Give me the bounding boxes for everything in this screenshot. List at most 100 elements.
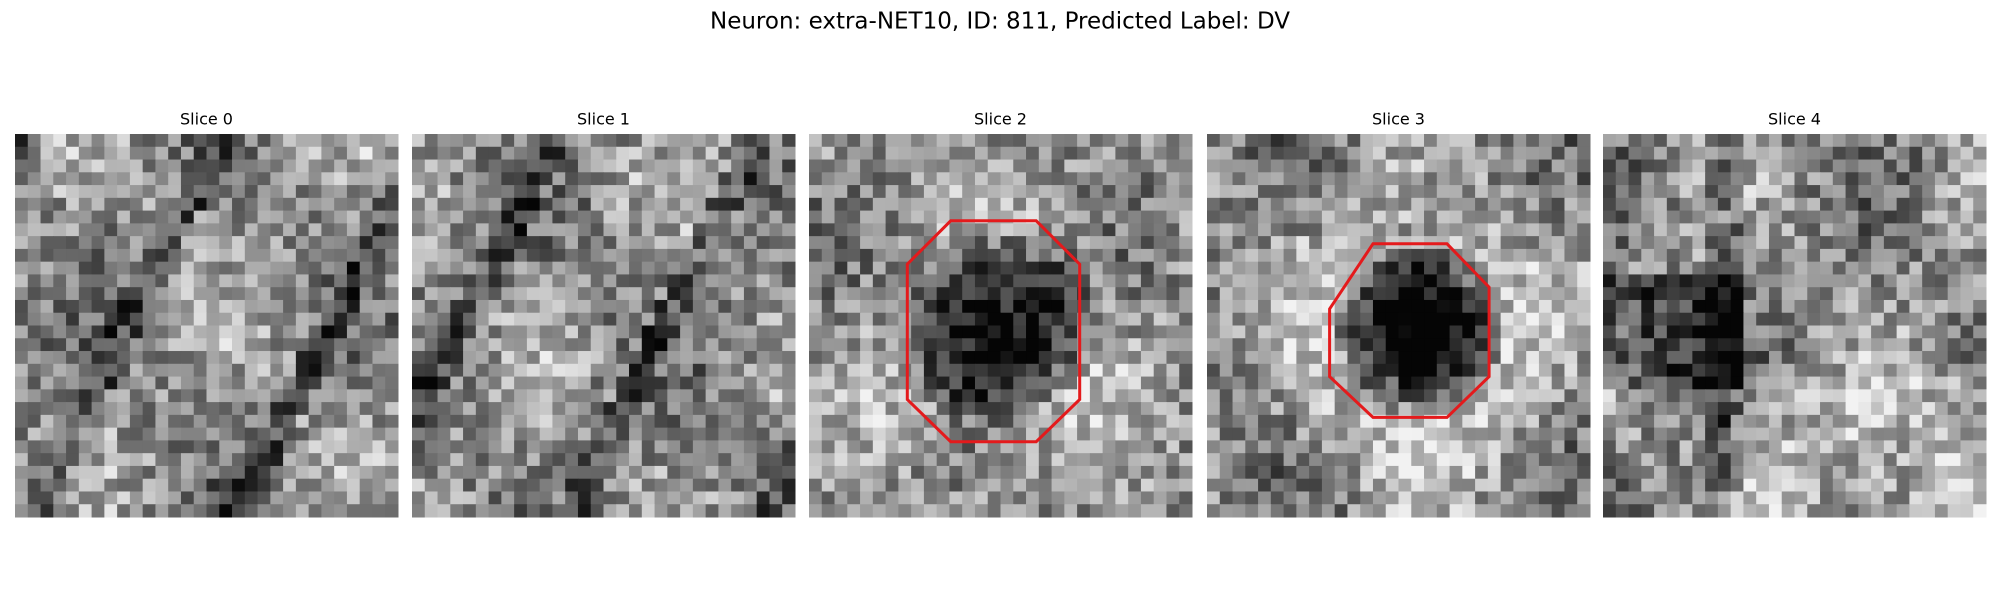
pixel xyxy=(1934,159,1949,173)
pixel xyxy=(1360,197,1374,212)
pixel xyxy=(321,389,335,403)
pixel xyxy=(769,363,783,378)
pixel xyxy=(1077,440,1091,454)
pixel xyxy=(1883,261,1898,275)
pixel xyxy=(629,146,643,161)
pixel xyxy=(1026,478,1040,492)
pixel xyxy=(718,351,732,365)
pixel xyxy=(1909,363,1923,378)
pixel xyxy=(821,197,836,212)
pixel xyxy=(1115,363,1129,378)
pixel xyxy=(1858,402,1872,416)
pixel xyxy=(1128,287,1142,301)
pixel xyxy=(66,210,80,224)
pixel xyxy=(1334,185,1348,199)
pixel xyxy=(1347,248,1361,263)
pixel xyxy=(117,440,131,454)
pixel xyxy=(847,427,861,441)
pixel xyxy=(1781,261,1795,275)
pixel xyxy=(1462,376,1476,390)
pixel xyxy=(104,261,118,275)
pixel xyxy=(155,172,169,186)
pixel xyxy=(1102,274,1116,288)
pixel xyxy=(1102,261,1116,275)
pixel xyxy=(821,185,836,199)
pixel xyxy=(847,134,861,148)
pixel xyxy=(1219,351,1234,365)
pixel xyxy=(1922,376,1936,390)
pixel xyxy=(488,261,502,275)
pixel xyxy=(1666,210,1681,224)
pixel xyxy=(1768,146,1783,161)
pixel xyxy=(821,376,836,390)
pixel xyxy=(321,299,335,314)
pixel xyxy=(705,504,719,518)
pixel xyxy=(1026,146,1040,161)
pixel xyxy=(1947,389,1961,403)
pixel xyxy=(539,223,553,237)
pixel xyxy=(219,236,233,250)
pixel xyxy=(180,414,195,429)
pixel xyxy=(923,465,938,480)
pixel xyxy=(923,376,938,390)
pixel xyxy=(1603,325,1617,339)
pixel xyxy=(1577,236,1591,250)
pixel xyxy=(488,478,502,492)
pixel xyxy=(1922,453,1936,467)
pixel xyxy=(412,491,426,505)
pixel xyxy=(412,465,426,480)
pixel xyxy=(821,465,836,480)
pixel xyxy=(66,185,80,199)
pixel xyxy=(1207,261,1221,275)
pixel xyxy=(488,210,502,224)
pixel xyxy=(1153,172,1167,186)
pixel xyxy=(898,172,912,186)
pixel xyxy=(1666,236,1681,250)
pixel xyxy=(923,185,938,199)
pixel xyxy=(1462,453,1476,467)
pixel xyxy=(1934,236,1949,250)
pixel xyxy=(1487,351,1502,365)
pixel xyxy=(654,146,668,161)
pixel xyxy=(847,504,861,518)
pixel xyxy=(629,287,643,301)
pixel xyxy=(359,414,373,429)
pixel xyxy=(1934,414,1949,429)
pixel xyxy=(565,261,579,275)
pixel xyxy=(1896,504,1910,518)
pixel xyxy=(718,465,732,480)
pixel xyxy=(1166,376,1180,390)
pixel xyxy=(1973,351,1987,365)
pixel xyxy=(193,427,207,441)
pixel xyxy=(424,402,439,416)
pixel xyxy=(321,236,335,250)
pixel xyxy=(168,414,182,429)
pixel xyxy=(1845,223,1859,237)
pixel xyxy=(1564,376,1578,390)
pixel xyxy=(1347,210,1361,224)
pixel xyxy=(821,261,836,275)
pixel xyxy=(1064,134,1078,148)
pixel xyxy=(1781,491,1795,505)
pixel xyxy=(539,197,553,212)
pixel xyxy=(501,363,515,378)
pixel xyxy=(680,427,694,441)
pixel xyxy=(168,440,182,454)
pixel xyxy=(66,504,80,518)
pixel xyxy=(565,159,579,173)
pixel xyxy=(705,453,719,467)
pixel xyxy=(834,172,848,186)
pixel xyxy=(501,210,515,224)
pixel xyxy=(1013,453,1027,467)
pixel xyxy=(475,146,490,161)
pixel xyxy=(1500,287,1514,301)
pixel xyxy=(1743,440,1757,454)
pixel xyxy=(885,453,899,467)
pixel xyxy=(1051,261,1065,275)
pixel xyxy=(1245,363,1259,378)
pixel xyxy=(232,414,246,429)
pixel xyxy=(1013,389,1027,403)
pixel xyxy=(1896,223,1910,237)
pixel xyxy=(1064,414,1078,429)
pixel xyxy=(847,478,861,492)
